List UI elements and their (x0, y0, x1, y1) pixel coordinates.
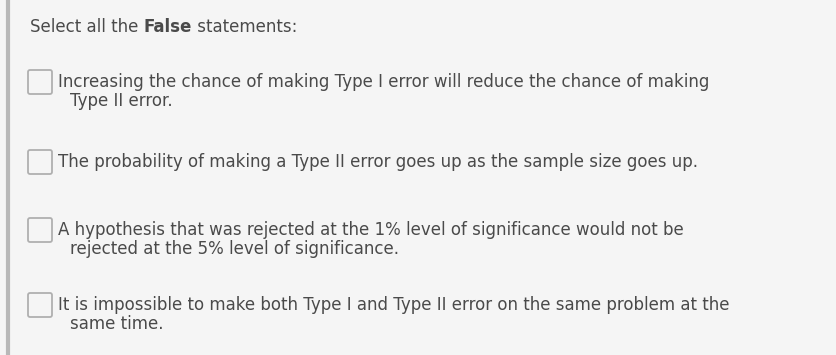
FancyBboxPatch shape (28, 218, 52, 242)
Text: Type II error.: Type II error. (70, 92, 172, 110)
Text: False: False (144, 18, 191, 36)
Text: same time.: same time. (70, 315, 163, 333)
FancyBboxPatch shape (28, 70, 52, 94)
FancyBboxPatch shape (28, 150, 52, 174)
Text: The probability of making a Type II error goes up as the sample size goes up.: The probability of making a Type II erro… (58, 153, 697, 171)
FancyBboxPatch shape (28, 293, 52, 317)
Text: A hypothesis that was rejected at the 1% level of significance would not be: A hypothesis that was rejected at the 1%… (58, 221, 683, 239)
Text: Increasing the chance of making Type I error will reduce the chance of making: Increasing the chance of making Type I e… (58, 73, 709, 91)
Text: Select all the: Select all the (30, 18, 144, 36)
Text: It is impossible to make both Type I and Type II error on the same problem at th: It is impossible to make both Type I and… (58, 296, 729, 314)
Text: statements:: statements: (191, 18, 297, 36)
Text: rejected at the 5% level of significance.: rejected at the 5% level of significance… (70, 240, 399, 258)
